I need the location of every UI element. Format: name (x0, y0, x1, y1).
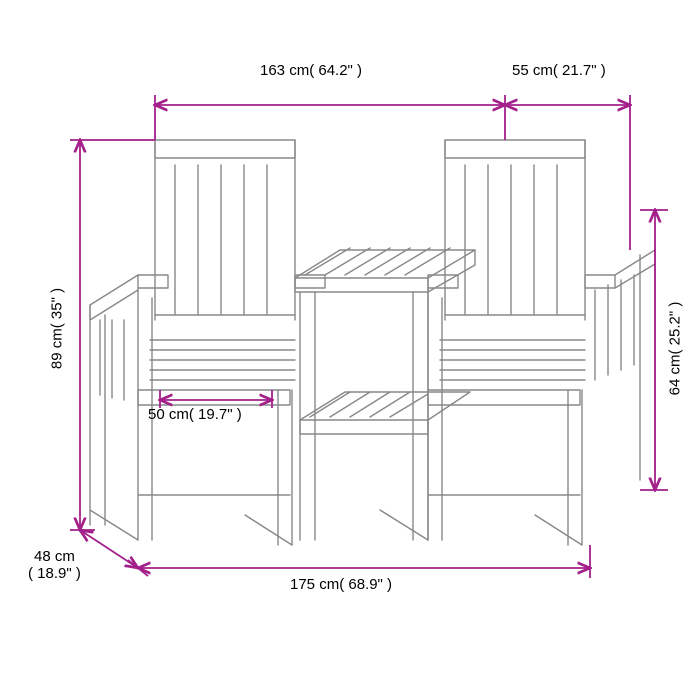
label-seat-width: 50 cm( 19.7" ) (148, 406, 242, 423)
label-full-width: 175 cm( 68.9" ) (290, 576, 392, 593)
label-chair-width: 55 cm( 21.7" ) (512, 62, 606, 79)
label-top-width: 163 cm( 64.2" ) (260, 62, 362, 79)
label-height: 89 cm( 35" ) (49, 244, 66, 414)
label-arm-height: 64 cm( 25.2" ) (667, 264, 684, 434)
center-table (295, 248, 475, 540)
right-chair (428, 140, 655, 545)
product-drawing (90, 140, 655, 545)
left-chair (90, 140, 325, 545)
diagram-root: 163 cm( 64.2" ) 55 cm( 21.7" ) 89 cm( 35… (0, 0, 700, 700)
dimension-lines (70, 95, 668, 578)
diagram-svg (0, 0, 700, 700)
label-depth: 48 cm( 18.9" ) (28, 548, 81, 582)
